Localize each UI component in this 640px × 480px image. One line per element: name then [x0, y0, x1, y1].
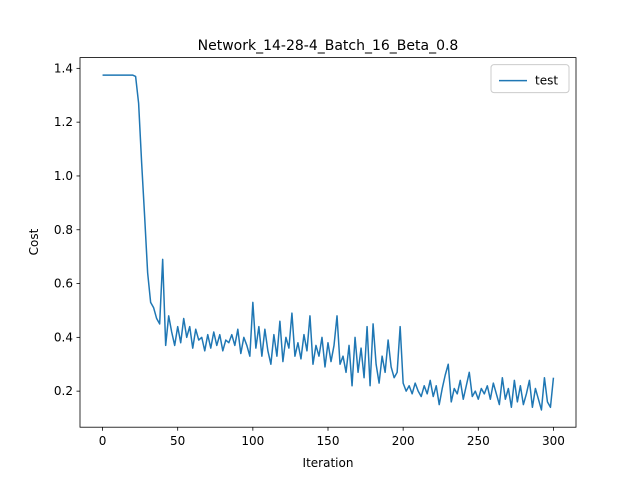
y-tick-label: 1.0 — [54, 169, 73, 183]
x-tick-label: 300 — [542, 434, 565, 448]
x-tick-label: 0 — [99, 434, 107, 448]
x-tick-label: 150 — [317, 434, 340, 448]
y-tick-label: 0.8 — [54, 223, 73, 237]
x-tick-label: 250 — [467, 434, 490, 448]
y-tick-label: 0.2 — [54, 384, 73, 398]
y-tick-label: 1.2 — [54, 115, 73, 129]
y-tick-label: 0.4 — [54, 330, 73, 344]
y-axis-label: Cost — [27, 228, 41, 255]
x-axis-label: Iteration — [303, 456, 354, 470]
legend-label: test — [535, 74, 558, 88]
axes-frame — [79, 57, 577, 428]
line-series — [102, 74, 555, 411]
chart-title: Network_14-28-4_Batch_16_Beta_0.8 — [198, 38, 459, 54]
x-tick-label: 100 — [241, 434, 264, 448]
y-tick-label: 0.6 — [54, 277, 73, 291]
x-tick-label: 200 — [392, 434, 415, 448]
legend-box — [490, 64, 570, 94]
x-tick-label: 50 — [170, 434, 185, 448]
y-tick-label: 1.4 — [54, 61, 73, 75]
